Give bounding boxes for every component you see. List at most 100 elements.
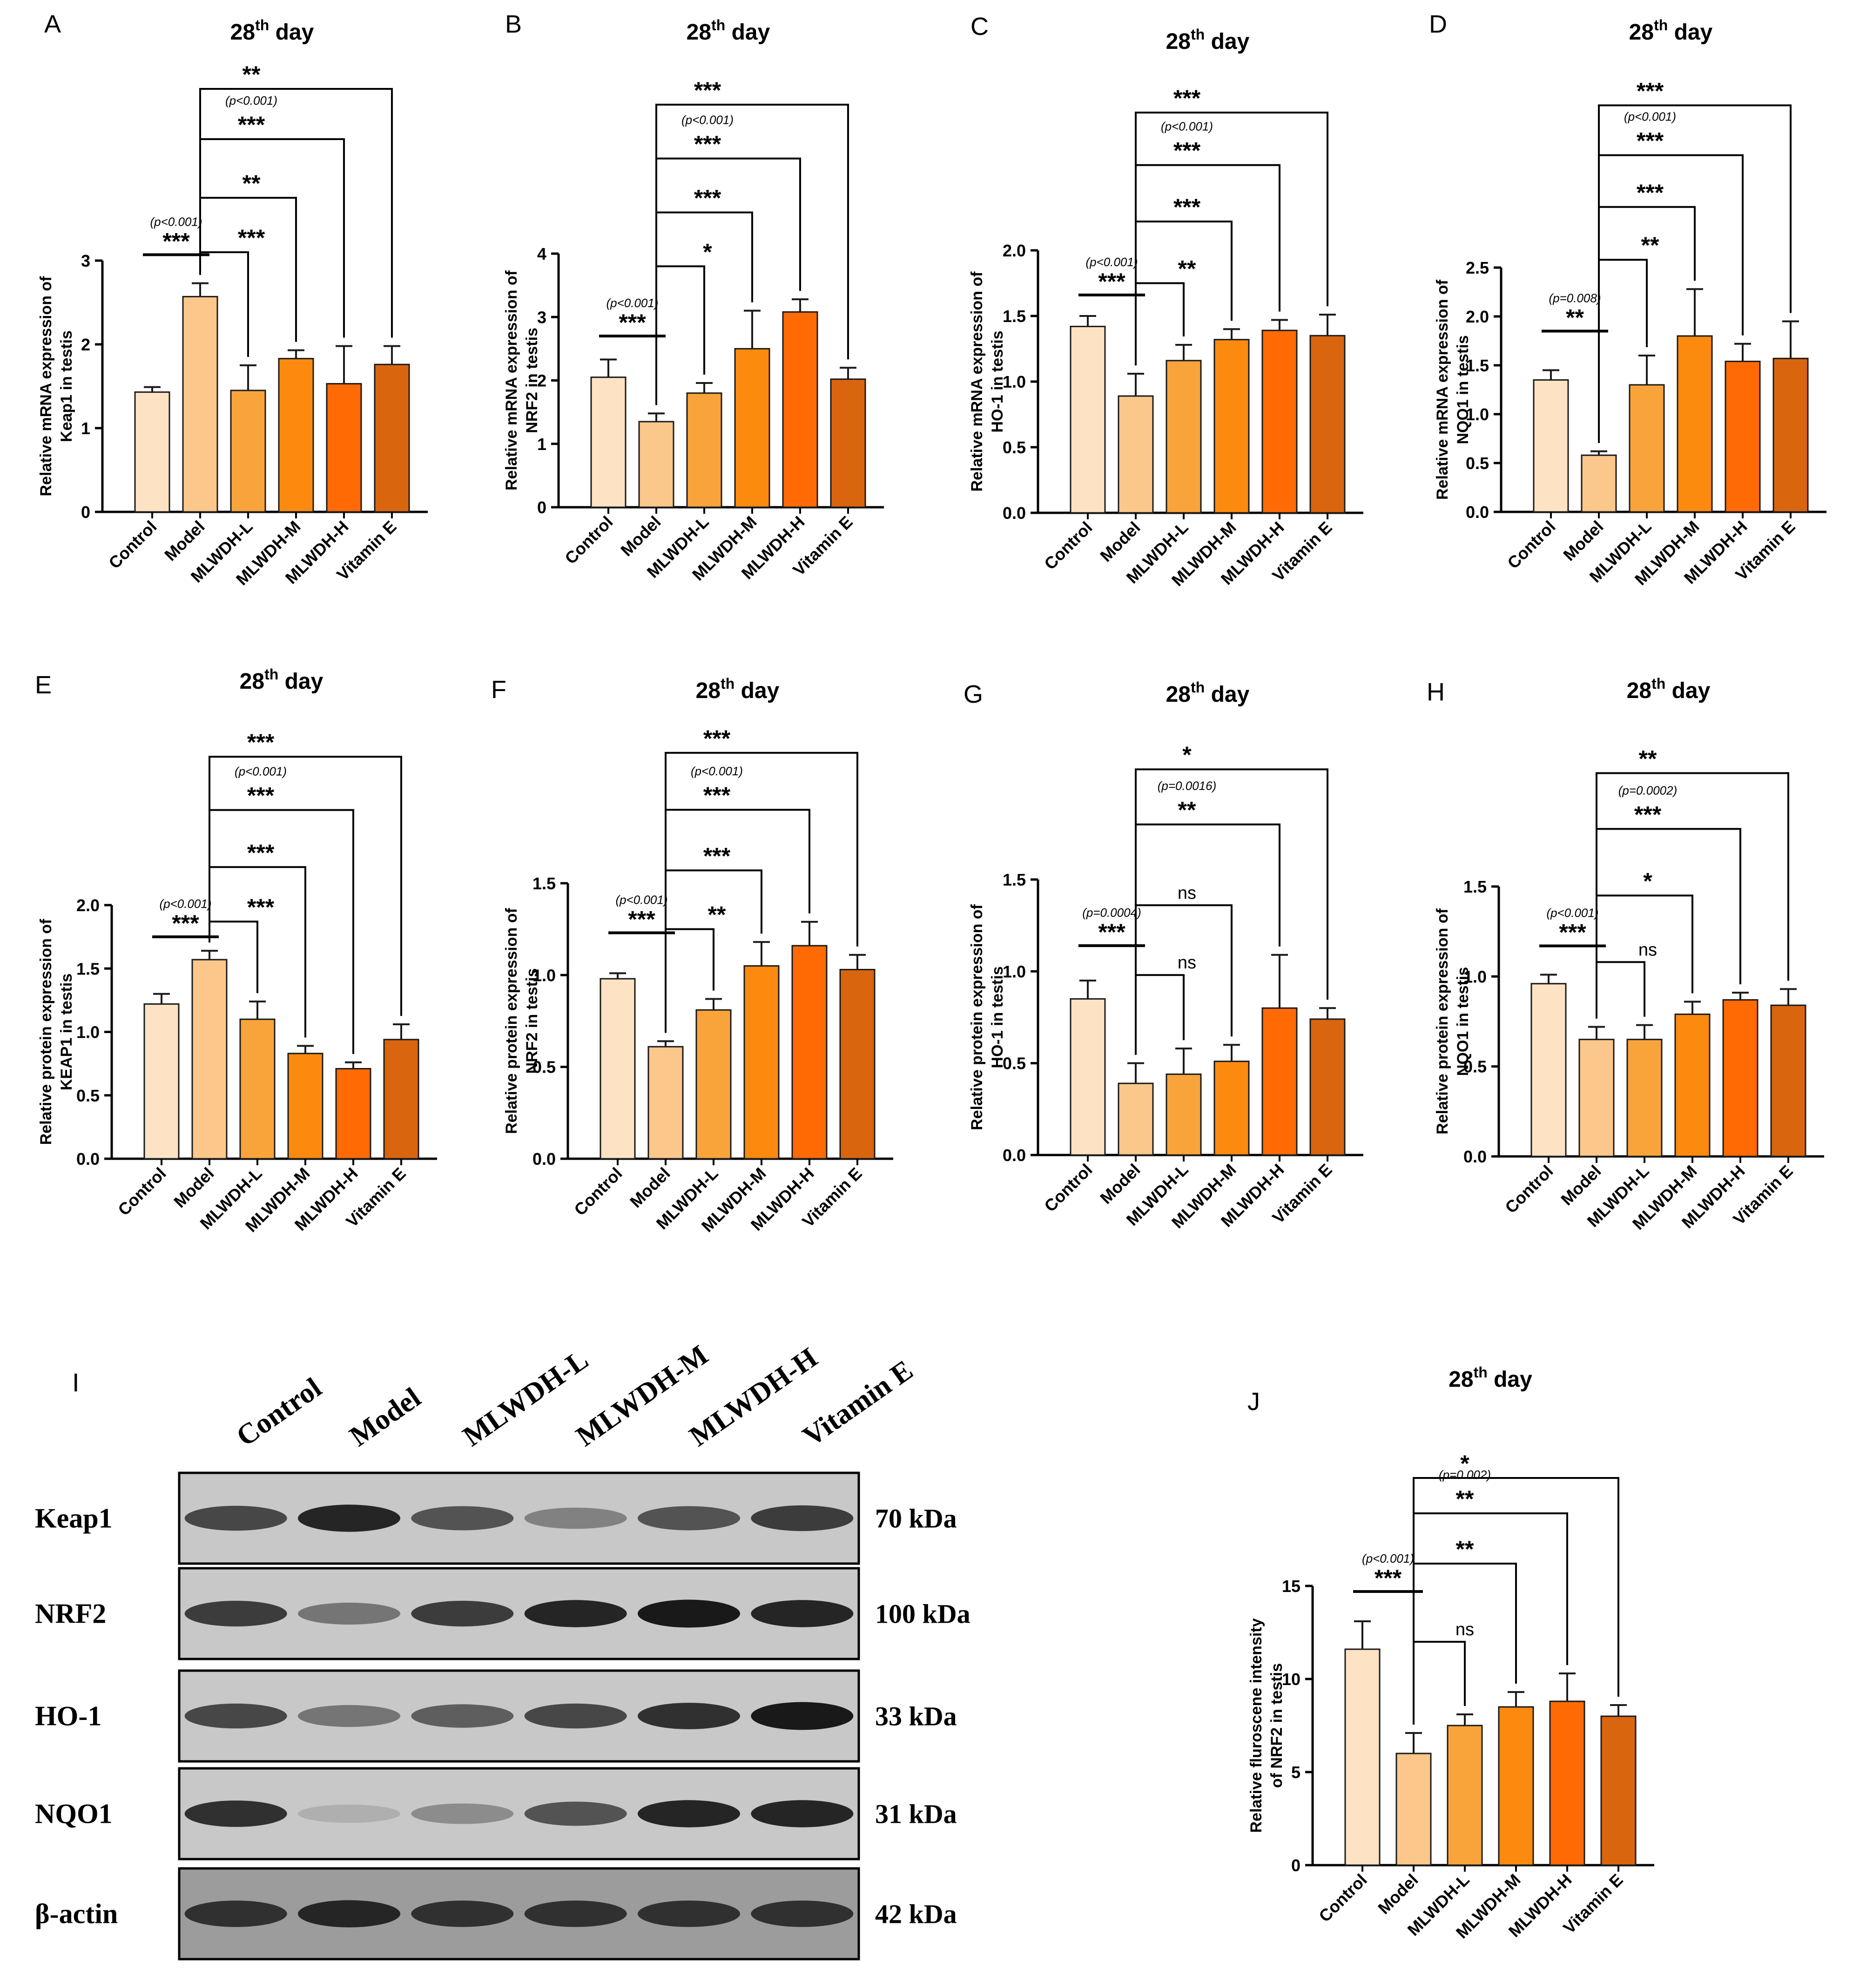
bar-mlwdh-h [326, 383, 362, 513]
bar-vitamin-e [1309, 1018, 1346, 1156]
y-tick-label: 0.5 [76, 1086, 100, 1105]
y-tick-label: 0.5 [1003, 438, 1026, 457]
y-axis-label-line1: Relative protein expression of [968, 904, 986, 1130]
y-axis-label-line1: Relative protein expression of [503, 908, 520, 1134]
significance-stars: *** [238, 225, 265, 251]
blot-band [524, 1801, 627, 1826]
bar-mlwdh-m [743, 965, 780, 1160]
bar-control [600, 978, 636, 1160]
significance-stars: ** [1456, 1486, 1474, 1512]
significance-stars: *** [1637, 78, 1664, 104]
blot-band [411, 1803, 514, 1824]
chart-title: 28th day [230, 17, 314, 45]
y-axis-label: Relative protein expression of NQO1 in te… [1434, 908, 1472, 1135]
significance-bracket [1135, 164, 1280, 366]
title-number: 28 [240, 669, 264, 694]
panel-letter: B [505, 10, 522, 38]
title-superscript: th [264, 666, 278, 683]
kda-label: 31 kDa [875, 1799, 957, 1829]
y-tick-label: 2.0 [1466, 307, 1489, 326]
significance-bracket [199, 88, 393, 338]
blot-band [298, 1804, 400, 1823]
y-tick-label: 4 [537, 244, 546, 263]
x-tick-label: Control [1315, 1870, 1370, 1926]
y-tick-label: 1.0 [1463, 967, 1487, 986]
significance-stars: *** [703, 843, 731, 869]
significance-bracket [209, 756, 402, 1016]
significance-stars: *** [238, 112, 265, 138]
blot-row-keap1 [178, 1471, 860, 1565]
significance-bracket [1135, 823, 1280, 1055]
significance-stars: *** [628, 907, 655, 933]
y-axis-label: Relative protein expression of NRF2 in te… [503, 908, 541, 1134]
y-tick-label: 0.0 [1003, 1146, 1026, 1165]
bar-control [1533, 379, 1569, 513]
chart-title: 28th day [240, 666, 323, 694]
title-superscript: th [1654, 17, 1668, 34]
bar-mlwdh-l [695, 1009, 732, 1160]
chart-panel-c: C 28th day 0.0 0.5 1.0 1.5 2.0 Relative mRNA ex… [968, 13, 1363, 590]
blot-band [298, 1504, 400, 1532]
y-axis-label: Relative protein expression of HO-1 in te… [968, 904, 1006, 1130]
title-superscript: th [721, 675, 734, 692]
p-value-label: (p=0.008) [1549, 291, 1601, 305]
y-axis-label-line2: NRF2 in testis [523, 328, 541, 433]
bar-mlwdh-h [1549, 1700, 1585, 1866]
x-tick-label: Control [1040, 1160, 1096, 1216]
bar-mlwdh-m [1677, 335, 1713, 513]
protein-label: NRF2 [35, 1598, 106, 1629]
bar-mlwdh-h [1725, 361, 1761, 513]
y-tick-label: 1.5 [1003, 870, 1026, 889]
significance-stars: *** [1634, 801, 1662, 827]
significance-stars: *** [247, 783, 275, 809]
significance-bracket [665, 809, 810, 1033]
y-tick-label: 2 [81, 335, 90, 354]
p-value-label: (p<0.001) [159, 897, 211, 911]
y-tick-label: 0.0 [1466, 503, 1489, 522]
blot-band [524, 1507, 627, 1529]
blot-membrane [178, 1867, 860, 1961]
bar-mlwdh-l [1166, 1073, 1202, 1156]
title-number: 28 [230, 20, 255, 45]
significance-bracket [1596, 828, 1741, 1019]
y-tick-label: 1.0 [1003, 962, 1026, 981]
chart-panel-b: B 28th day 0 1 2 3 4 Relative mRNA expression o… [503, 10, 884, 584]
significance-stars: ns [1638, 940, 1657, 960]
panel-letter: A [44, 10, 61, 38]
y-tick-label: 2.0 [76, 896, 100, 915]
bar-model [191, 959, 228, 1160]
significance-stars: *** [1173, 194, 1201, 220]
significance-stars: * [1460, 1451, 1469, 1477]
y-tick-label: 1.0 [76, 1023, 100, 1042]
blot-band [638, 1901, 740, 1927]
p-value-label: (p<0.001) [1546, 906, 1598, 920]
y-tick-label: 1 [537, 435, 546, 454]
x-tick-label: Model [626, 1164, 674, 1212]
blot-band [751, 1702, 854, 1730]
y-tick-label: 2 [537, 371, 546, 390]
bar-model [182, 296, 218, 513]
bar-mlwdh-l [1629, 384, 1665, 513]
p-value-label: (p=0.002) [1439, 1468, 1491, 1482]
significance-stars: *** [703, 782, 731, 808]
significance-stars: *** [247, 729, 275, 755]
y-axis-label-line2: of NRF2 in testis [1268, 1663, 1286, 1788]
lane-label: Model [344, 1382, 426, 1452]
blot-band [411, 1506, 514, 1531]
blot-row-nqo1 [178, 1767, 860, 1860]
panel-letter: D [1429, 10, 1447, 38]
significance-bracket [1413, 1512, 1568, 1725]
significance-stars: ** [1566, 305, 1584, 331]
significance-bracket [1135, 111, 1328, 366]
significance-bracket [1598, 104, 1792, 443]
blot-band [411, 1704, 514, 1728]
significance-stars: *** [247, 840, 275, 866]
bar-vitamin-e [383, 1039, 419, 1160]
title-number: 28 [1449, 1367, 1473, 1392]
y-tick-label: 0.5 [1466, 454, 1489, 473]
p-value-label: (p<0.001) [150, 215, 202, 228]
y-axis-label-line1: Relative mRNA expression of [37, 276, 55, 497]
y-tick-label: 0 [81, 503, 90, 522]
bar-mlwdh-h [1261, 329, 1298, 514]
blot-band [411, 1600, 514, 1627]
